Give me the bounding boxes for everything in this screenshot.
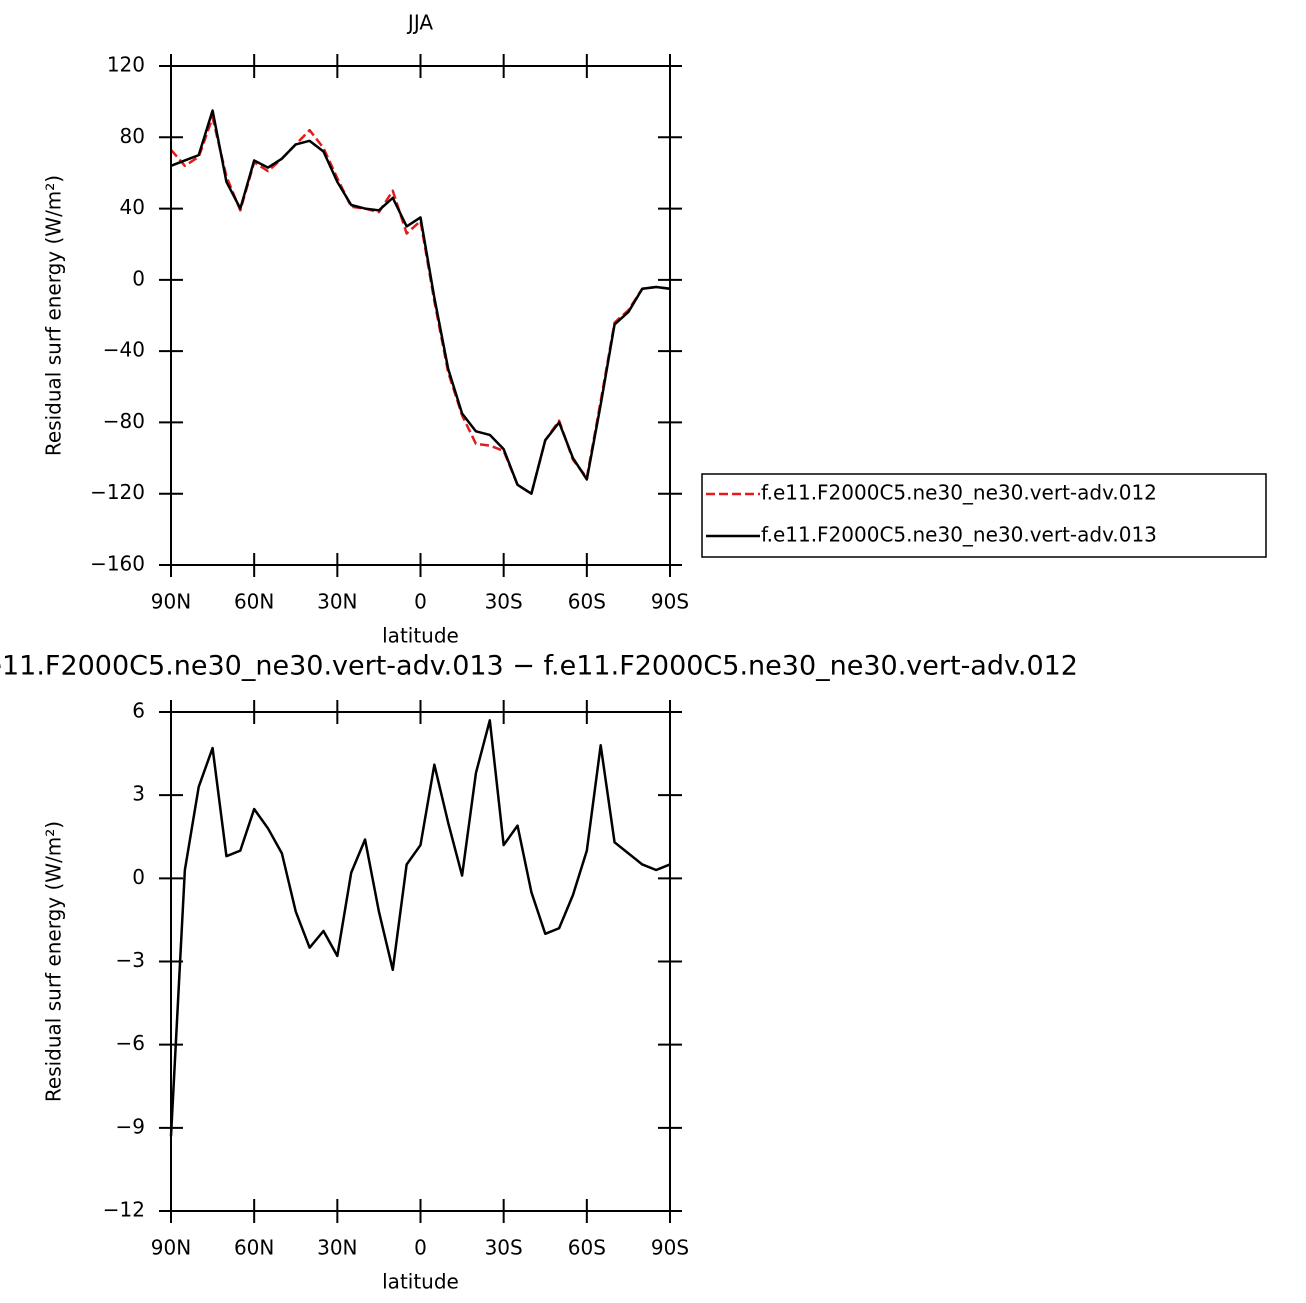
y-tick-label: 6 xyxy=(132,699,145,723)
x-tick-label: 30S xyxy=(485,590,523,614)
y-tick-label: −6 xyxy=(116,1031,145,1055)
y-tick-label: −120 xyxy=(90,480,145,504)
x-tick-label: 90S xyxy=(651,1236,689,1260)
y-axis-label: Residual surf energy (W/m²) xyxy=(42,821,66,1102)
y-tick-label: 120 xyxy=(107,53,145,77)
x-axis-label: latitude xyxy=(382,1270,459,1294)
x-tick-label: 30N xyxy=(317,590,357,614)
legend-label: f.e11.F2000C5.ne30_ne30.vert-adv.013 xyxy=(761,523,1157,547)
y-tick-label: 40 xyxy=(120,195,145,219)
x-axis-label: latitude xyxy=(382,624,459,648)
x-tick-label: 30S xyxy=(485,1236,523,1260)
y-tick-label: −160 xyxy=(90,552,145,576)
chart-title: JJA xyxy=(406,11,433,35)
x-tick-label: 90N xyxy=(151,1236,191,1260)
y-tick-label: −3 xyxy=(116,948,145,972)
data-line xyxy=(169,719,671,1137)
x-tick-label: 90S xyxy=(651,590,689,614)
x-tick-label: 60S xyxy=(568,1236,606,1260)
y-tick-label: −80 xyxy=(103,409,145,433)
y-tick-label: 0 xyxy=(132,865,145,889)
x-tick-label: 60N xyxy=(234,590,274,614)
y-tick-label: 80 xyxy=(120,124,145,148)
y-tick-label: −40 xyxy=(103,338,145,362)
chart-title: f.e11.F2000C5.ne30_ne30.vert-adv.013 − f… xyxy=(0,651,1078,682)
y-tick-label: −12 xyxy=(103,1198,145,1222)
y-tick-label: 0 xyxy=(132,266,145,290)
x-tick-label: 60N xyxy=(234,1236,274,1260)
y-tick-label: 3 xyxy=(132,782,145,806)
legend-box xyxy=(701,473,1267,558)
legend-label: f.e11.F2000C5.ne30_ne30.vert-adv.012 xyxy=(761,481,1157,505)
legend: f.e11.F2000C5.ne30_ne30.vert-adv.012 f.e1… xyxy=(701,473,1267,558)
plot-frame xyxy=(170,711,671,1212)
x-tick-label: 0 xyxy=(414,1236,427,1260)
y-axis-label: Residual surf energy (W/m²) xyxy=(42,175,66,456)
x-tick-label: 30N xyxy=(317,1236,357,1260)
plot-frame xyxy=(170,65,671,566)
x-tick-label: 0 xyxy=(414,590,427,614)
data-line xyxy=(170,109,671,495)
x-tick-label: 60S xyxy=(568,590,606,614)
x-tick-label: 90N xyxy=(151,590,191,614)
y-tick-label: −9 xyxy=(116,1114,145,1138)
